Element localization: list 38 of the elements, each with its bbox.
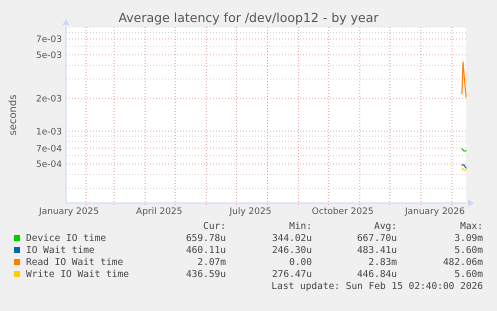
chart-title: Average latency for /dev/loop12 - by year <box>118 10 380 25</box>
x-tick-label: April 2025 <box>136 207 182 217</box>
legend-label: Read IO Wait time <box>26 257 124 268</box>
x-tick-label: October 2025 <box>312 207 374 217</box>
legend-label: IO Wait time <box>26 245 95 256</box>
y-axis-title: seconds <box>8 94 19 136</box>
text: Cur: <box>203 221 226 232</box>
x-tick-label: July 2025 <box>228 207 272 217</box>
text: 446.84u <box>356 269 397 280</box>
text: 460.11u <box>186 245 226 256</box>
text: 659.78u <box>186 233 226 244</box>
text: Min: <box>289 221 312 232</box>
text: Avg: <box>374 221 397 232</box>
text: 2.83m <box>368 257 398 268</box>
legend-label: Write IO Wait time <box>26 269 130 280</box>
text: 2.07m <box>197 257 226 268</box>
text: Max: <box>460 221 483 232</box>
x-tick-label: January 2025 <box>38 207 99 217</box>
y-tick-label: 7e-03 <box>36 35 62 46</box>
y-tick-label: 7e-04 <box>36 144 62 154</box>
text: 5.60m <box>454 245 484 256</box>
text: 246.30u <box>272 245 312 256</box>
text: 667.70u <box>356 233 397 244</box>
y-tick-label: 1e-03 <box>36 127 62 138</box>
text: 5.60m <box>454 269 484 280</box>
y-tick-label: 5e-03 <box>36 51 62 62</box>
text: 0.00 <box>289 257 312 268</box>
text: Last update: Sun Feb 15 02:40:00 2026 <box>271 281 484 292</box>
y-tick-label: 2e-03 <box>36 94 62 104</box>
x-tick-label: January 2026 <box>404 207 466 217</box>
legend-label: Device IO time <box>26 233 106 244</box>
text: 436.59u <box>186 269 226 280</box>
text: 483.41u <box>356 245 397 256</box>
text: 3.09m <box>454 233 484 244</box>
text: 276.47u <box>272 269 312 280</box>
text: 482.06m <box>442 257 484 268</box>
y-tick-label: 5e-04 <box>36 160 62 170</box>
text: 344.02u <box>272 233 312 244</box>
